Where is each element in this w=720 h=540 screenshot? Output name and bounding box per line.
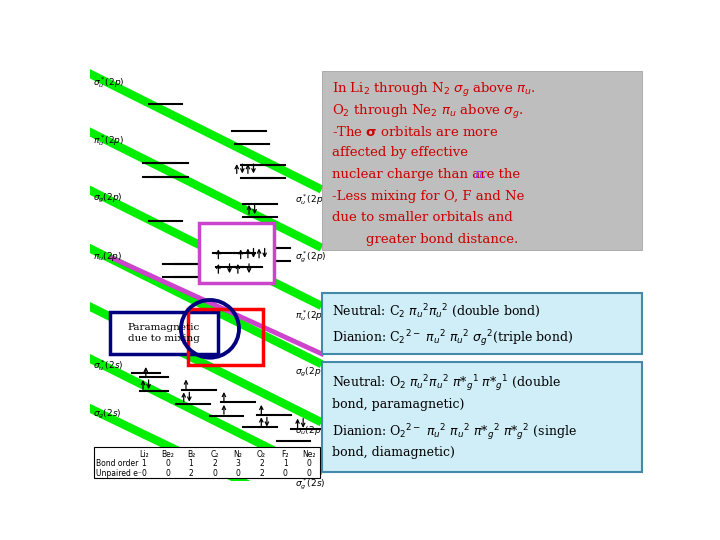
Text: 1: 1 — [189, 459, 194, 468]
Text: 2: 2 — [212, 459, 217, 468]
Text: F₂: F₂ — [282, 450, 289, 459]
Text: -The $\mathbf{\sigma}$ orbitals are more: -The $\mathbf{\sigma}$ orbitals are more — [332, 125, 498, 139]
Text: $\sigma_g(2s)$: $\sigma_g(2s)$ — [93, 408, 122, 421]
Text: affected by effective: affected by effective — [332, 146, 467, 159]
Text: 2: 2 — [189, 469, 194, 478]
Text: In Li$_2$ through N$_2$ $\sigma_g$ above $\pi_u$.: In Li$_2$ through N$_2$ $\sigma_g$ above… — [332, 82, 535, 99]
Text: $\sigma_g(2p)$: $\sigma_g(2p)$ — [295, 366, 325, 380]
Text: nuclear charge than are the: nuclear charge than are the — [332, 168, 528, 181]
Text: Paramagnetic
due to mixing: Paramagnetic due to mixing — [128, 323, 200, 343]
Text: $\sigma_u(2p)$: $\sigma_u(2p)$ — [295, 424, 325, 437]
Text: $\sigma_u^*(2s)$: $\sigma_u^*(2s)$ — [93, 358, 123, 373]
Text: 3: 3 — [235, 459, 240, 468]
Text: Dianion: O$_2$$^{2-}$ $\pi_u$$^2$ $\pi_u$$^2$ $\pi$*$_g$$^2$ $\pi$*$_g$$^2$ (sin: Dianion: O$_2$$^{2-}$ $\pi_u$$^2$ $\pi_u… — [332, 422, 577, 443]
Text: Dianion: C$_2$$^{2-}$ $\pi_u$$^2$ $\pi_u$$^2$ $\sigma_g$$^2$(triple bond): Dianion: C$_2$$^{2-}$ $\pi_u$$^2$ $\pi_u… — [332, 329, 572, 349]
FancyBboxPatch shape — [109, 312, 218, 354]
Text: B₂: B₂ — [187, 450, 195, 459]
Text: 2: 2 — [259, 459, 264, 468]
Text: Neutral: C$_2$ $\pi_u$$^2$$\pi_u$$^2$ (double bond): Neutral: C$_2$ $\pi_u$$^2$$\pi_u$$^2$ (d… — [332, 302, 541, 320]
FancyBboxPatch shape — [199, 223, 274, 283]
Text: Ne₂: Ne₂ — [302, 450, 315, 459]
Text: 0: 0 — [283, 469, 287, 478]
Text: bond, paramagnetic): bond, paramagnetic) — [332, 398, 464, 411]
Text: Be₂: Be₂ — [161, 450, 174, 459]
Text: $\pi_u^*(2p)$: $\pi_u^*(2p)$ — [93, 133, 124, 148]
Text: 0: 0 — [165, 459, 170, 468]
Text: $\sigma_g(2p)$: $\sigma_g(2p)$ — [93, 192, 122, 205]
Text: 0: 0 — [306, 459, 311, 468]
Text: $\sigma_g^*(2s)$: $\sigma_g^*(2s)$ — [295, 476, 326, 492]
Text: 0: 0 — [212, 469, 217, 478]
Text: due to smaller orbitals and: due to smaller orbitals and — [332, 211, 513, 224]
FancyBboxPatch shape — [94, 447, 320, 478]
Text: $\pi_u(2p)$: $\pi_u(2p)$ — [93, 250, 122, 263]
Text: 2: 2 — [259, 469, 264, 478]
Text: greater bond distance.: greater bond distance. — [332, 233, 518, 246]
Text: $\sigma_u^*(2p)$: $\sigma_u^*(2p)$ — [93, 75, 125, 90]
Text: -Less mixing for O, F and Ne: -Less mixing for O, F and Ne — [332, 190, 524, 202]
Text: 0: 0 — [235, 469, 240, 478]
Text: $\pi_u^*(2p)$: $\pi_u^*(2p)$ — [295, 308, 327, 323]
Text: $\sigma_u^*(2p)$: $\sigma_u^*(2p)$ — [295, 192, 327, 206]
Text: $\pi$.: $\pi$. — [474, 168, 487, 181]
Text: 0: 0 — [141, 469, 146, 478]
Text: O$_2$ through Ne$_2$ $\pi_u$ above $\sigma_g$.: O$_2$ through Ne$_2$ $\pi_u$ above $\sig… — [332, 103, 523, 121]
Text: Bond order: Bond order — [96, 459, 138, 468]
Text: N₂: N₂ — [233, 450, 243, 459]
Text: 0: 0 — [306, 469, 311, 478]
Text: 1: 1 — [142, 459, 146, 468]
Text: $\sigma_g^*(2p)$: $\sigma_g^*(2p)$ — [295, 250, 327, 265]
FancyBboxPatch shape — [322, 362, 642, 472]
Text: Li₂: Li₂ — [139, 450, 149, 459]
Text: Unpaired e⁻: Unpaired e⁻ — [96, 469, 142, 478]
FancyBboxPatch shape — [322, 71, 642, 250]
FancyBboxPatch shape — [322, 294, 642, 354]
Text: C₂: C₂ — [210, 450, 219, 459]
Text: Neutral: O$_2$ $\pi_u$$^2$$\pi_u$$^2$ $\pi$*$_g$$^1$ $\pi$*$_g$$^1$ (double: Neutral: O$_2$ $\pi_u$$^2$$\pi_u$$^2$ $\… — [332, 374, 561, 394]
Text: 1: 1 — [283, 459, 287, 468]
Text: bond, diamagnetic): bond, diamagnetic) — [332, 446, 454, 459]
Text: 0: 0 — [165, 469, 170, 478]
Text: O₂: O₂ — [257, 450, 266, 459]
